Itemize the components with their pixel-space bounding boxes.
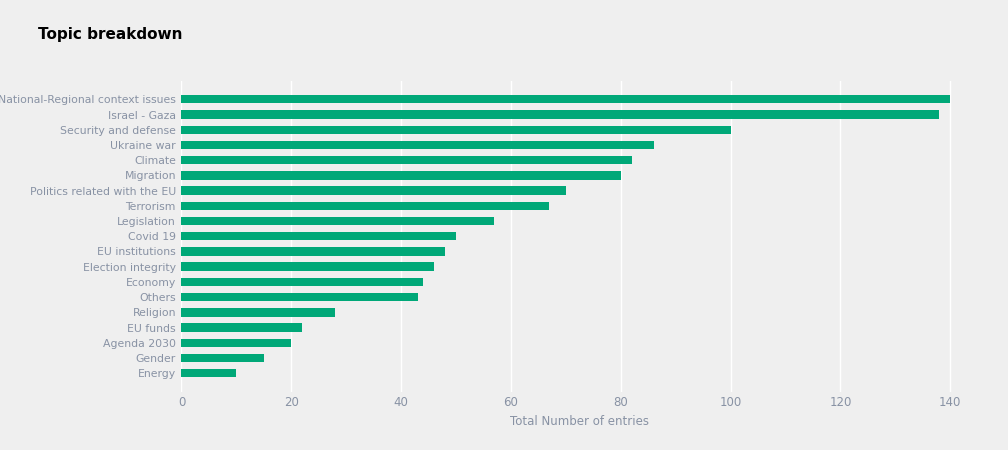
Bar [181,141,654,149]
Bar [181,248,446,256]
Bar [181,369,236,378]
Bar [181,308,336,316]
Bar [181,293,417,302]
X-axis label: Total Number of entries: Total Number of entries [510,415,649,428]
Bar [181,110,939,119]
Bar [181,324,302,332]
Bar [181,202,549,210]
Bar [181,95,951,104]
Text: Topic breakdown: Topic breakdown [38,27,182,42]
Bar [181,232,456,240]
Bar [181,354,264,362]
Bar [181,171,621,180]
Bar [181,217,495,225]
Bar [181,262,434,271]
Bar [181,278,423,286]
Bar [181,338,291,347]
Bar [181,186,565,195]
Bar [181,126,731,134]
Bar [181,156,632,164]
